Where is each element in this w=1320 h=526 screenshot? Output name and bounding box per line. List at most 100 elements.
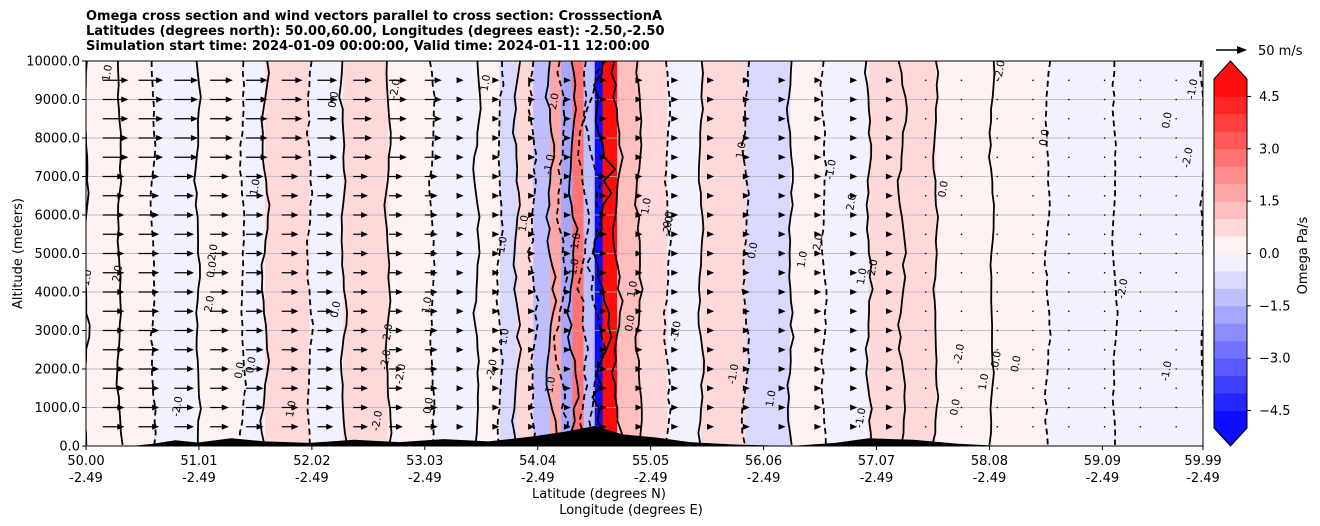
wind-vector-head — [430, 423, 438, 430]
contour-line — [819, 61, 829, 446]
wind-vector-head — [326, 346, 334, 353]
wind-vector-dot — [1139, 271, 1142, 274]
wind-vector-dot — [1139, 425, 1142, 428]
contour-line — [238, 61, 247, 446]
wind-vector-dot — [960, 233, 963, 236]
wind-vector-head — [563, 212, 571, 218]
wind-vector-head — [671, 154, 679, 161]
wind-vector-head — [671, 423, 679, 430]
wind-vector-dot — [1139, 348, 1142, 351]
wind-vector-dot — [996, 233, 999, 236]
wind-vector-head — [361, 385, 369, 392]
colorbar-segment — [1214, 113, 1247, 132]
wind-vector-dot — [1175, 387, 1177, 390]
wind-vector-head — [395, 173, 403, 180]
wind-vector-head — [365, 115, 373, 122]
wind-vector-head — [361, 269, 369, 276]
wind-vector-head — [456, 269, 464, 276]
wind-vector-head — [117, 269, 125, 276]
wind-vector-head — [326, 385, 334, 392]
x-tick-label-lon: -2.49 — [521, 471, 555, 486]
wind-vector-head — [742, 212, 750, 218]
colorbar-segment — [1214, 148, 1247, 167]
wind-vector-head — [492, 212, 500, 218]
wind-vector-head — [492, 289, 500, 295]
contour-label: 2.0 — [844, 193, 859, 212]
wind-vector-dot — [1139, 252, 1142, 255]
wind-vector-dot — [924, 194, 927, 197]
wind-vector-dot — [924, 348, 927, 351]
wind-vector-head — [326, 289, 334, 295]
colorbar-tick-label: 4.5 — [1259, 90, 1280, 105]
y-tick-label: 6000.0 — [35, 209, 81, 224]
wind-vector-head — [742, 250, 750, 257]
wind-vector-head — [814, 192, 822, 199]
contour-label: 1.0 — [569, 232, 584, 251]
x-tick-label-lon: -2.49 — [973, 471, 1007, 486]
wind-vector-head — [671, 308, 679, 315]
colorbar-tick-label: 1.5 — [1259, 195, 1280, 210]
wind-vector-head — [778, 231, 786, 238]
wind-vector-head — [778, 404, 786, 411]
wind-vector-head — [492, 135, 500, 141]
wind-vector-head — [707, 115, 715, 122]
wind-vector-head — [117, 366, 125, 372]
wind-vector-head — [434, 135, 442, 141]
wind-vector-head — [152, 250, 160, 257]
y-tick-label: 3000.0 — [35, 324, 81, 339]
wind-vector-dot — [996, 98, 999, 101]
wind-vector-dot — [1175, 329, 1177, 332]
colorbar-segment — [1214, 183, 1247, 202]
contour-line — [511, 61, 523, 446]
wind-vector-head — [190, 135, 198, 141]
wind-vector-head — [361, 231, 369, 238]
wind-vector-head — [225, 77, 233, 84]
wind-vector-head — [528, 327, 536, 334]
wind-vector-head — [599, 404, 607, 411]
wind-vector-head — [778, 327, 786, 334]
wind-vector-head — [456, 212, 464, 218]
wind-vector-head — [256, 308, 264, 315]
wind-vector-head — [528, 154, 536, 161]
wind-vector-head — [326, 404, 334, 411]
wind-vector-head — [778, 269, 786, 276]
wind-vector-head — [742, 269, 750, 276]
colorbar: −4.5 −3.0 −1.5 0.0 1.5 3.0 4.5 Omega Pa/s — [1213, 60, 1311, 447]
wind-vector-head — [117, 327, 125, 334]
wind-vector-head — [814, 346, 822, 353]
wind-vector-head — [778, 173, 786, 180]
x-tick-label-lat: 58.08 — [971, 454, 1008, 469]
wind-vector-dot — [1032, 291, 1034, 293]
wind-vector-head — [707, 269, 715, 276]
wind-vector-head — [635, 115, 643, 122]
wind-vector-head — [221, 308, 229, 315]
wind-vector-head — [117, 289, 125, 295]
wind-vector-dot — [1032, 137, 1034, 139]
wind-vector-dot — [1139, 291, 1142, 293]
wind-vector-head — [434, 115, 442, 122]
wind-vector-head — [291, 192, 299, 199]
wind-vector-head — [152, 308, 160, 315]
y-tick-label: 9000.0 — [35, 93, 81, 108]
wind-vector-head — [599, 385, 607, 392]
wind-vector-dot — [1068, 368, 1070, 370]
contour-label: 0.0 — [936, 180, 951, 199]
wind-vector-dot — [1032, 79, 1034, 82]
wind-vector-head — [117, 173, 125, 180]
wind-vector-head — [599, 231, 607, 238]
wind-vector-dot — [960, 194, 963, 197]
wind-vector-head — [707, 404, 715, 411]
wind-vector-head — [885, 269, 893, 276]
wind-vector-head — [291, 366, 299, 372]
wind-vector-head — [361, 404, 369, 411]
wind-vector-dot — [960, 291, 963, 293]
wind-vector-dot — [1068, 156, 1070, 159]
contour-label: 1.0 — [567, 258, 582, 277]
wind-vector-head — [456, 404, 464, 411]
wind-vector-head — [291, 231, 299, 238]
wind-vector-dot — [996, 175, 999, 178]
wind-vector-dot — [1139, 156, 1142, 159]
wind-vector-dot — [1103, 291, 1106, 293]
x-tick-label-lat: 51.01 — [180, 454, 217, 469]
wind-vector-dot — [924, 98, 927, 101]
